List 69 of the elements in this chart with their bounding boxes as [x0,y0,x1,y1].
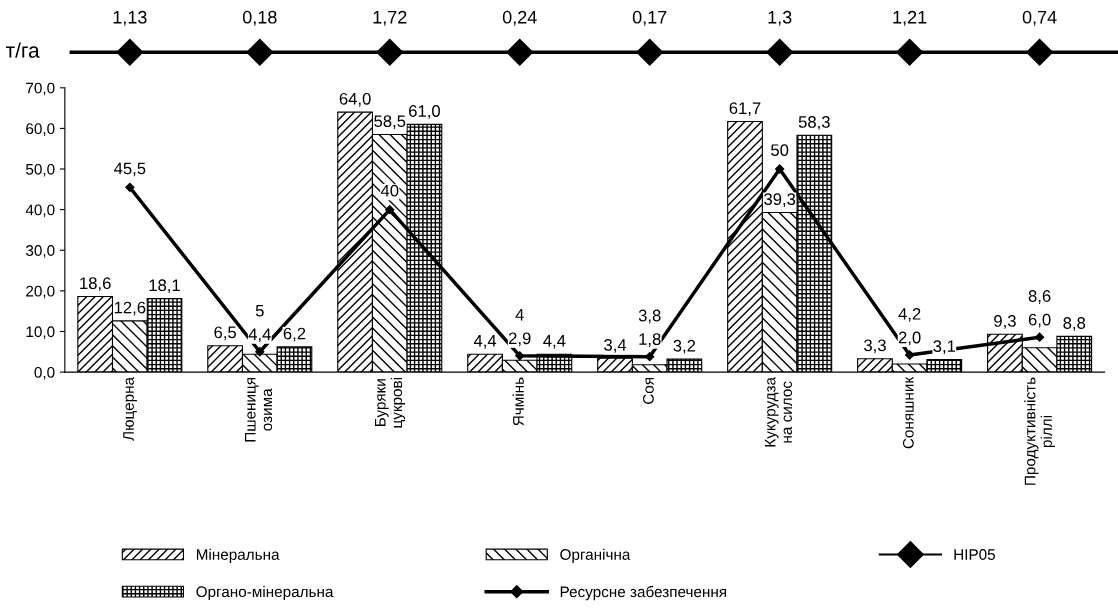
y-tick-label: 10,0 [26,326,55,339]
data-label: 61,7 [729,102,761,117]
data-label: 1,72 [373,10,407,26]
data-label: 4,2 [898,307,921,322]
point [905,350,915,360]
y-tick-label: 20,0 [26,285,55,299]
y-tick-label: 0,0 [34,366,55,380]
x-tick-label: Люцерна [123,376,137,441]
data-label: 9,3 [994,315,1016,329]
data-label: 4,4 [473,335,497,349]
data-label: 8,8 [1063,317,1086,331]
data-label: 1,13 [113,10,147,26]
text: т/га [5,42,40,58]
x-tick-label: Кукурудза на силос [764,376,792,447]
data-label: 12,6 [114,301,146,316]
data-label: 58,5 [374,115,406,130]
x-tick-label: Продуктивність ріллі [1024,377,1055,485]
data-label: 39,3 [764,193,796,207]
data-label: 4,4 [543,335,566,349]
x-tick-label: Соя [642,378,654,404]
data-label: 6,0 [1028,313,1051,328]
point [255,347,265,357]
data-label: 8,6 [1028,290,1051,304]
data-label: 2,9 [508,332,531,347]
x-tick-label: Соняшник [902,376,914,449]
data-label: 18,6 [80,277,111,292]
point [645,352,655,362]
x-tick-label: Буряки цукрові [374,377,406,428]
y-tick-label: 50,0 [26,163,55,177]
legend-label: НІР05 [954,549,996,560]
legend-label: Ресурсне забезпечення [560,585,727,601]
y-tick-label: 30,0 [25,245,55,258]
data-label: 3,4 [604,339,627,353]
y-tick-label: 60,0 [26,123,55,136]
data-label: 64,0 [339,92,371,107]
y-tick-label: 40,0 [25,204,55,218]
data-label: 0,74 [1022,10,1057,26]
data-label: 50 [771,144,789,157]
data-label: 0,17 [632,10,667,26]
data-label: 4,4 [248,328,271,343]
data-label: 0,24 [502,10,537,26]
data-label: 61,0 [409,105,440,119]
data-label: 0,18 [242,10,277,26]
legend-label: Органічна [560,548,631,563]
x-tick-label: Пшениця озима [245,378,273,442]
data-label: 5 [255,304,264,317]
data-label: 1,3 [768,10,792,26]
data-label: 1,21 [893,10,927,26]
legend-label: Органо-мінеральна [196,585,334,601]
data-label: 6,5 [214,326,237,341]
legend-label: Мінеральна [196,548,280,563]
data-label: 4 [515,308,524,321]
data-label: 45,5 [113,162,146,177]
data-label: 40 [380,184,399,197]
point [385,205,395,215]
point [515,351,525,361]
data-label: 1,8 [639,333,661,347]
data-label: 3,8 [638,309,661,324]
x-tick-label: Ячмінь [512,377,524,426]
data-label: 18,1 [149,279,180,294]
point [125,182,135,192]
data-label: 3,1 [933,340,956,354]
data-label: 2,0 [898,331,921,346]
data-label: 3,2 [673,339,696,354]
data-label: 58,3 [798,116,830,130]
y-tick-label: 70,0 [26,82,55,96]
point [775,164,785,174]
data-label: 6,2 [283,327,306,342]
data-label: 3,3 [864,339,886,354]
